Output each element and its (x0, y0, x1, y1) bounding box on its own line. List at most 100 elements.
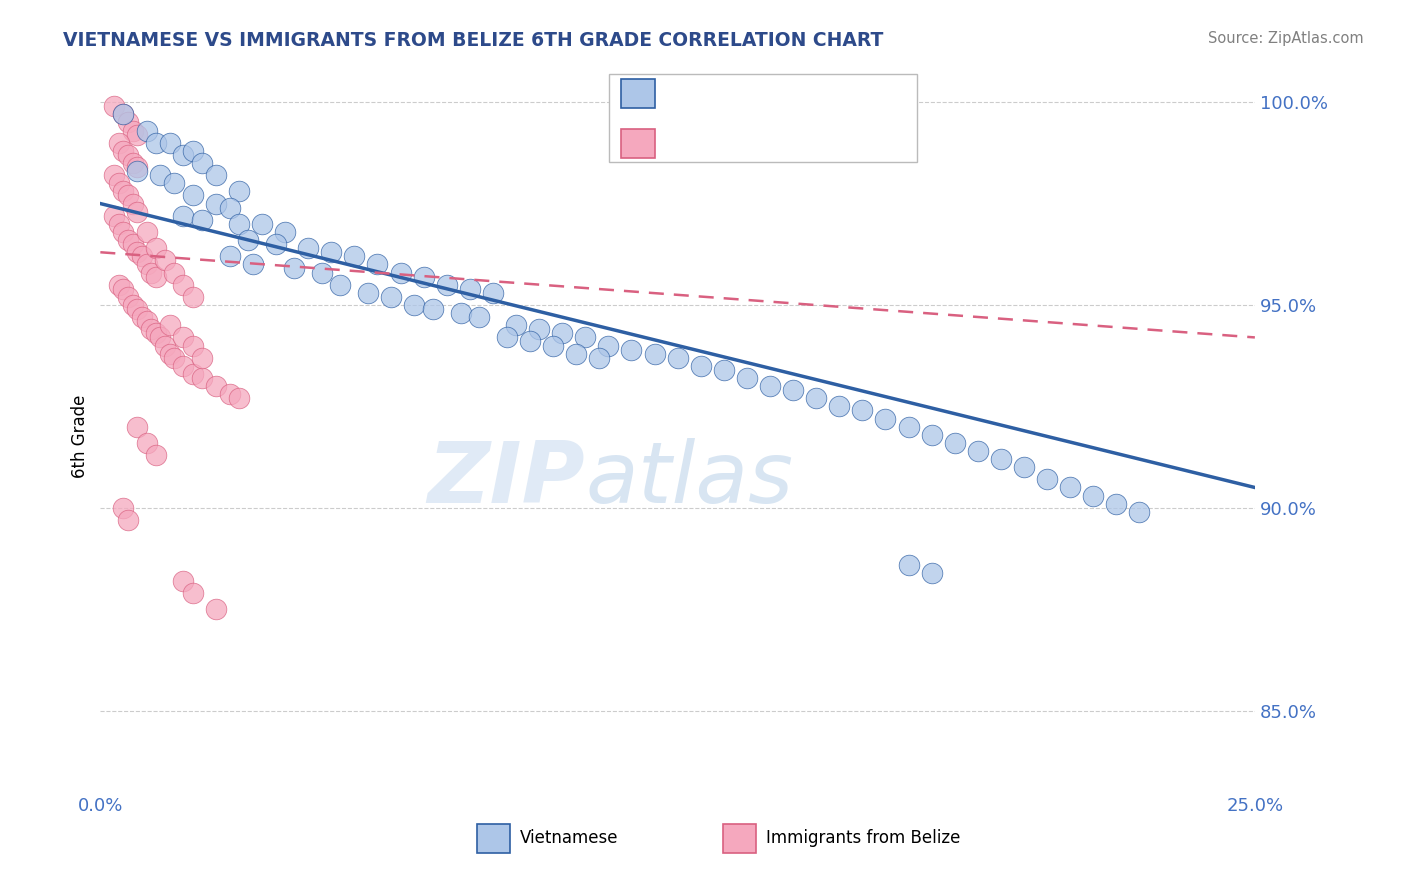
Point (713, 363, 735, 377)
Point (343, 249, 366, 263)
Point (458, 282, 481, 296)
Point (250, 217, 273, 231)
Point (181, 586, 204, 600)
Point (121, 237, 143, 252)
Point (159, 318, 181, 333)
Point (112, 107, 135, 121)
Point (311, 266, 333, 280)
Point (108, 217, 131, 231)
Point (759, 379, 782, 393)
Point (527, 322, 550, 336)
Text: VIETNAMESE VS IMMIGRANTS FROM BELIZE 6TH GRADE CORRELATION CHART: VIETNAMESE VS IMMIGRANTS FROM BELIZE 6TH… (63, 31, 883, 50)
Point (103, 168, 125, 182)
Point (112, 225, 135, 239)
Point (145, 241, 167, 255)
Point (135, 225, 157, 239)
Point (135, 314, 157, 328)
Point (117, 188, 139, 202)
Point (380, 290, 402, 304)
Point (598, 338, 620, 352)
Point (505, 318, 527, 333)
Point (468, 310, 491, 325)
Point (389, 266, 412, 280)
Point (145, 269, 167, 284)
Point (735, 371, 758, 385)
Point (921, 566, 943, 580)
Point (565, 346, 588, 360)
Point (149, 168, 172, 182)
Point (127, 204, 149, 219)
Point (828, 400, 851, 414)
Point (242, 257, 264, 271)
Point (117, 513, 139, 527)
Point (357, 285, 380, 300)
Point (159, 136, 181, 150)
Point (117, 148, 139, 162)
Point (112, 185, 135, 199)
Point (204, 602, 226, 616)
Point (163, 351, 186, 365)
Point (112, 282, 135, 296)
Point (112, 144, 135, 158)
Point (1083, 489, 1105, 503)
Point (181, 144, 204, 158)
Point (495, 330, 517, 344)
Point (897, 558, 920, 572)
Point (135, 257, 157, 271)
Point (117, 115, 139, 129)
Point (127, 301, 149, 316)
Point (121, 196, 143, 211)
Text: Immigrants from Belize: Immigrants from Belize (766, 830, 960, 847)
Point (283, 261, 305, 276)
Point (181, 290, 204, 304)
Point (1128, 505, 1150, 519)
Point (145, 326, 167, 341)
Point (112, 500, 135, 515)
Point (108, 176, 131, 190)
Point (181, 188, 204, 202)
Point (135, 123, 157, 137)
Text: R = -0.376   N = 77: R = -0.376 N = 77 (665, 85, 856, 103)
Point (145, 448, 167, 462)
Point (108, 136, 131, 150)
Point (1105, 497, 1128, 511)
Point (422, 301, 444, 316)
Point (204, 196, 226, 211)
Point (103, 209, 125, 223)
Point (141, 266, 163, 280)
Point (620, 343, 643, 357)
Y-axis label: 6th Grade: 6th Grade (72, 395, 89, 478)
Point (121, 123, 143, 137)
Point (966, 444, 988, 458)
Point (121, 298, 143, 312)
Point (436, 277, 458, 292)
Point (172, 277, 194, 292)
Point (135, 436, 157, 450)
Point (172, 148, 194, 162)
Point (172, 209, 194, 223)
Point (191, 212, 214, 227)
Point (228, 217, 250, 231)
Point (149, 330, 172, 344)
Text: atlas: atlas (585, 438, 793, 521)
Point (112, 107, 135, 121)
Point (482, 285, 505, 300)
Point (1059, 481, 1081, 495)
Point (321, 245, 343, 260)
Point (127, 164, 149, 178)
Point (366, 257, 388, 271)
Point (191, 156, 214, 170)
Point (236, 233, 259, 247)
Text: Source: ZipAtlas.com: Source: ZipAtlas.com (1208, 31, 1364, 46)
Point (666, 351, 689, 365)
Point (181, 338, 204, 352)
Point (541, 338, 564, 352)
Point (228, 185, 250, 199)
Point (141, 322, 163, 336)
Point (191, 351, 214, 365)
Point (103, 99, 125, 113)
Point (551, 326, 574, 341)
Point (121, 156, 143, 170)
Text: ZIP: ZIP (427, 438, 585, 521)
Point (181, 367, 204, 381)
